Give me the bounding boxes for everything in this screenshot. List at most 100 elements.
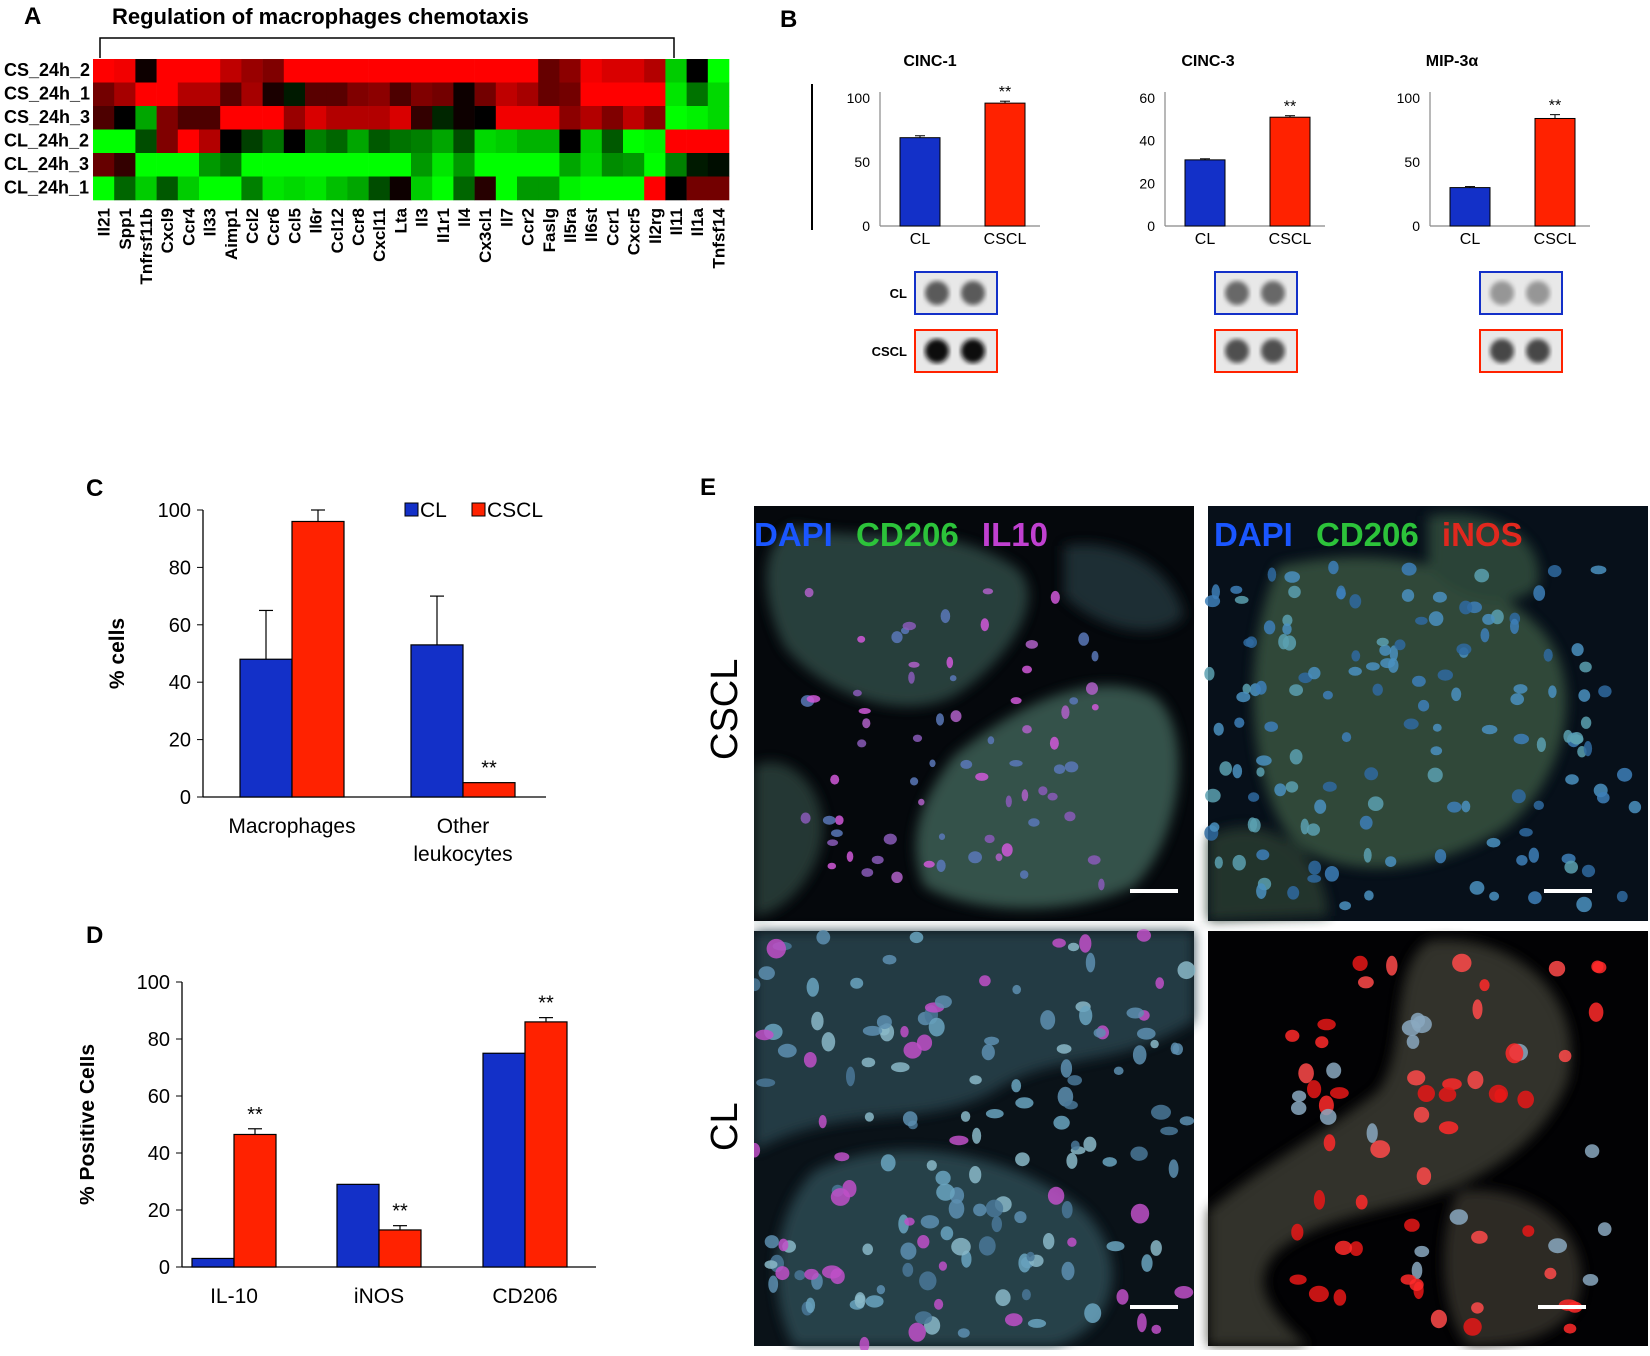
heatmap-gene-label: Il1r1: [434, 208, 453, 243]
cell-nucleus: [917, 1235, 930, 1249]
x-tick-label: iNOS: [354, 1285, 404, 1308]
heatmap-cell: [177, 129, 200, 154]
heatmap-gene-label: Il21: [95, 208, 114, 236]
heatmap-cell: [538, 129, 560, 154]
heatmap-gene-label: Il1a: [688, 207, 707, 236]
cell-nucleus: [1053, 1115, 1070, 1130]
b-ylabel: O.D units: [800, 122, 803, 189]
heatmap-cell: [623, 153, 645, 177]
cell-nucleus: [1370, 1140, 1391, 1158]
cell-nucleus: [804, 1268, 819, 1280]
cell-nucleus: [1533, 585, 1546, 601]
cell-nucleus: [1063, 1100, 1078, 1110]
heatmap-row-label: CL_24h_2: [4, 131, 89, 151]
cell-nucleus: [929, 759, 936, 768]
cell-nucleus: [1579, 661, 1592, 673]
heatmap-cell: [114, 106, 136, 130]
heatmap-cell: [644, 59, 666, 83]
heatmap-cell: [580, 82, 603, 107]
heatmap-cell: [623, 59, 645, 83]
cell-nucleus: [858, 708, 871, 714]
cell-nucleus: [1372, 683, 1383, 696]
heatmap-cell: [495, 129, 518, 154]
blot-spot: [1490, 339, 1514, 363]
cell-nucleus: [1352, 955, 1368, 971]
stain-label-inos-panel: DAPI CD206 iNOS: [1214, 516, 1523, 553]
bar-cscl: [291, 520, 345, 798]
cell-nucleus: [1411, 1261, 1423, 1280]
heatmap-cell: [474, 176, 497, 201]
cell-nucleus: [1179, 1116, 1195, 1126]
heatmap-row-label: CS_24h_3: [4, 107, 90, 127]
cell-nucleus: [1401, 1020, 1421, 1036]
cell-nucleus: [1351, 650, 1361, 662]
cell-nucleus: [935, 1170, 951, 1186]
cell-nucleus: [1061, 1261, 1075, 1281]
heatmap-cell: [199, 153, 221, 177]
heatmap-cell: [199, 82, 221, 107]
heatmap-cell: [644, 176, 666, 201]
cell-nucleus: [1056, 1044, 1072, 1054]
heatmap-cell: [601, 153, 624, 177]
cell-nucleus: [1341, 732, 1352, 743]
cell-nucleus: [1409, 1278, 1424, 1291]
heatmap-cell: [389, 82, 412, 107]
cell-nucleus: [1255, 680, 1267, 695]
heatmap-gene-label: Ccl12: [328, 208, 347, 253]
cell-nucleus: [1379, 644, 1392, 656]
heatmap-cell: [305, 82, 327, 107]
heatmap-cell: [347, 176, 369, 201]
micrograph-cl-il10: [754, 929, 1196, 1350]
heatmap-cell: [220, 129, 242, 154]
cell-nucleus: [1461, 800, 1471, 813]
heatmap-cell: [580, 129, 603, 154]
blot-spot: [961, 281, 985, 305]
b-x-tick-label: CL: [910, 231, 931, 248]
bar-cl: [191, 1257, 235, 1268]
cell-nucleus: [1064, 811, 1076, 822]
heatmap-cell: [686, 82, 709, 107]
cell-nucleus: [1459, 600, 1473, 615]
cell-nucleus: [972, 1127, 982, 1144]
cell-nucleus: [806, 695, 821, 703]
cell-nucleus: [960, 1111, 971, 1122]
cell-nucleus: [1432, 591, 1447, 603]
cell-nucleus: [1086, 682, 1098, 695]
heatmap-cell: [93, 153, 115, 177]
cell-nucleus: [1513, 733, 1529, 745]
heatmap-cell: [580, 153, 603, 177]
cell-nucleus: [1137, 1027, 1156, 1040]
heatmap-cell: [347, 82, 369, 107]
cell-nucleus: [831, 829, 843, 837]
heatmap-cell: [495, 153, 518, 177]
cell-nucleus: [1336, 588, 1346, 600]
cell-nucleus: [1415, 616, 1428, 625]
heatmap-cell: [580, 106, 603, 130]
heatmap-cell: [368, 153, 391, 177]
cell-nucleus: [1505, 1043, 1524, 1064]
heatmap-cell: [199, 59, 221, 83]
cell-nucleus: [778, 1238, 789, 1252]
cell-nucleus: [1471, 1302, 1484, 1314]
significance-marker: **: [538, 993, 554, 1015]
cell-nucleus: [1289, 749, 1303, 765]
cell-nucleus: [1040, 1010, 1056, 1030]
cell-nucleus: [909, 931, 924, 944]
y-axis-label: % Positive Cells: [80, 1044, 99, 1205]
y-tick-label: 100: [137, 972, 170, 994]
micrograph-cscl-inos: DAPI CD206 iNOS: [1204, 506, 1648, 921]
cell-nucleus: [1308, 860, 1322, 875]
heatmap-cell: [559, 106, 581, 130]
heatmap-cell: [220, 153, 242, 177]
heatmap-cell: [686, 106, 709, 130]
cell-nucleus: [1571, 643, 1584, 657]
cell-nucleus: [1060, 1059, 1073, 1078]
legend-swatch-cscl: [471, 502, 486, 517]
cell-nucleus: [1061, 1201, 1073, 1219]
blot-spot: [961, 339, 985, 363]
heatmap-gene-label: Il11: [667, 208, 686, 235]
cell-nucleus: [1322, 781, 1337, 792]
heatmap-cell: [474, 82, 497, 107]
heatmap-cell: [177, 153, 200, 177]
cell-nucleus: [908, 661, 920, 668]
